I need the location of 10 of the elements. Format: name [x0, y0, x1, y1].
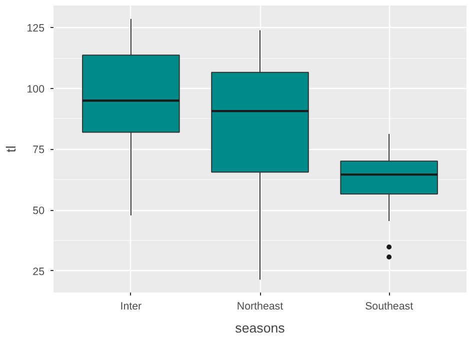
y-tick-label: 100: [26, 83, 45, 96]
y-tick-label: 75: [32, 144, 45, 156]
x-tick-label: Southeast: [365, 300, 414, 312]
y-tick-label: 125: [26, 22, 45, 35]
y-tick-label: 25: [32, 266, 45, 278]
y-axis-title: tl: [4, 146, 19, 152]
y-tick-label: 50: [32, 205, 45, 218]
x-tick-label: Inter: [120, 300, 142, 312]
x-tick-label: Northeast: [236, 300, 284, 312]
x-axis-title: seasons: [235, 320, 286, 336]
